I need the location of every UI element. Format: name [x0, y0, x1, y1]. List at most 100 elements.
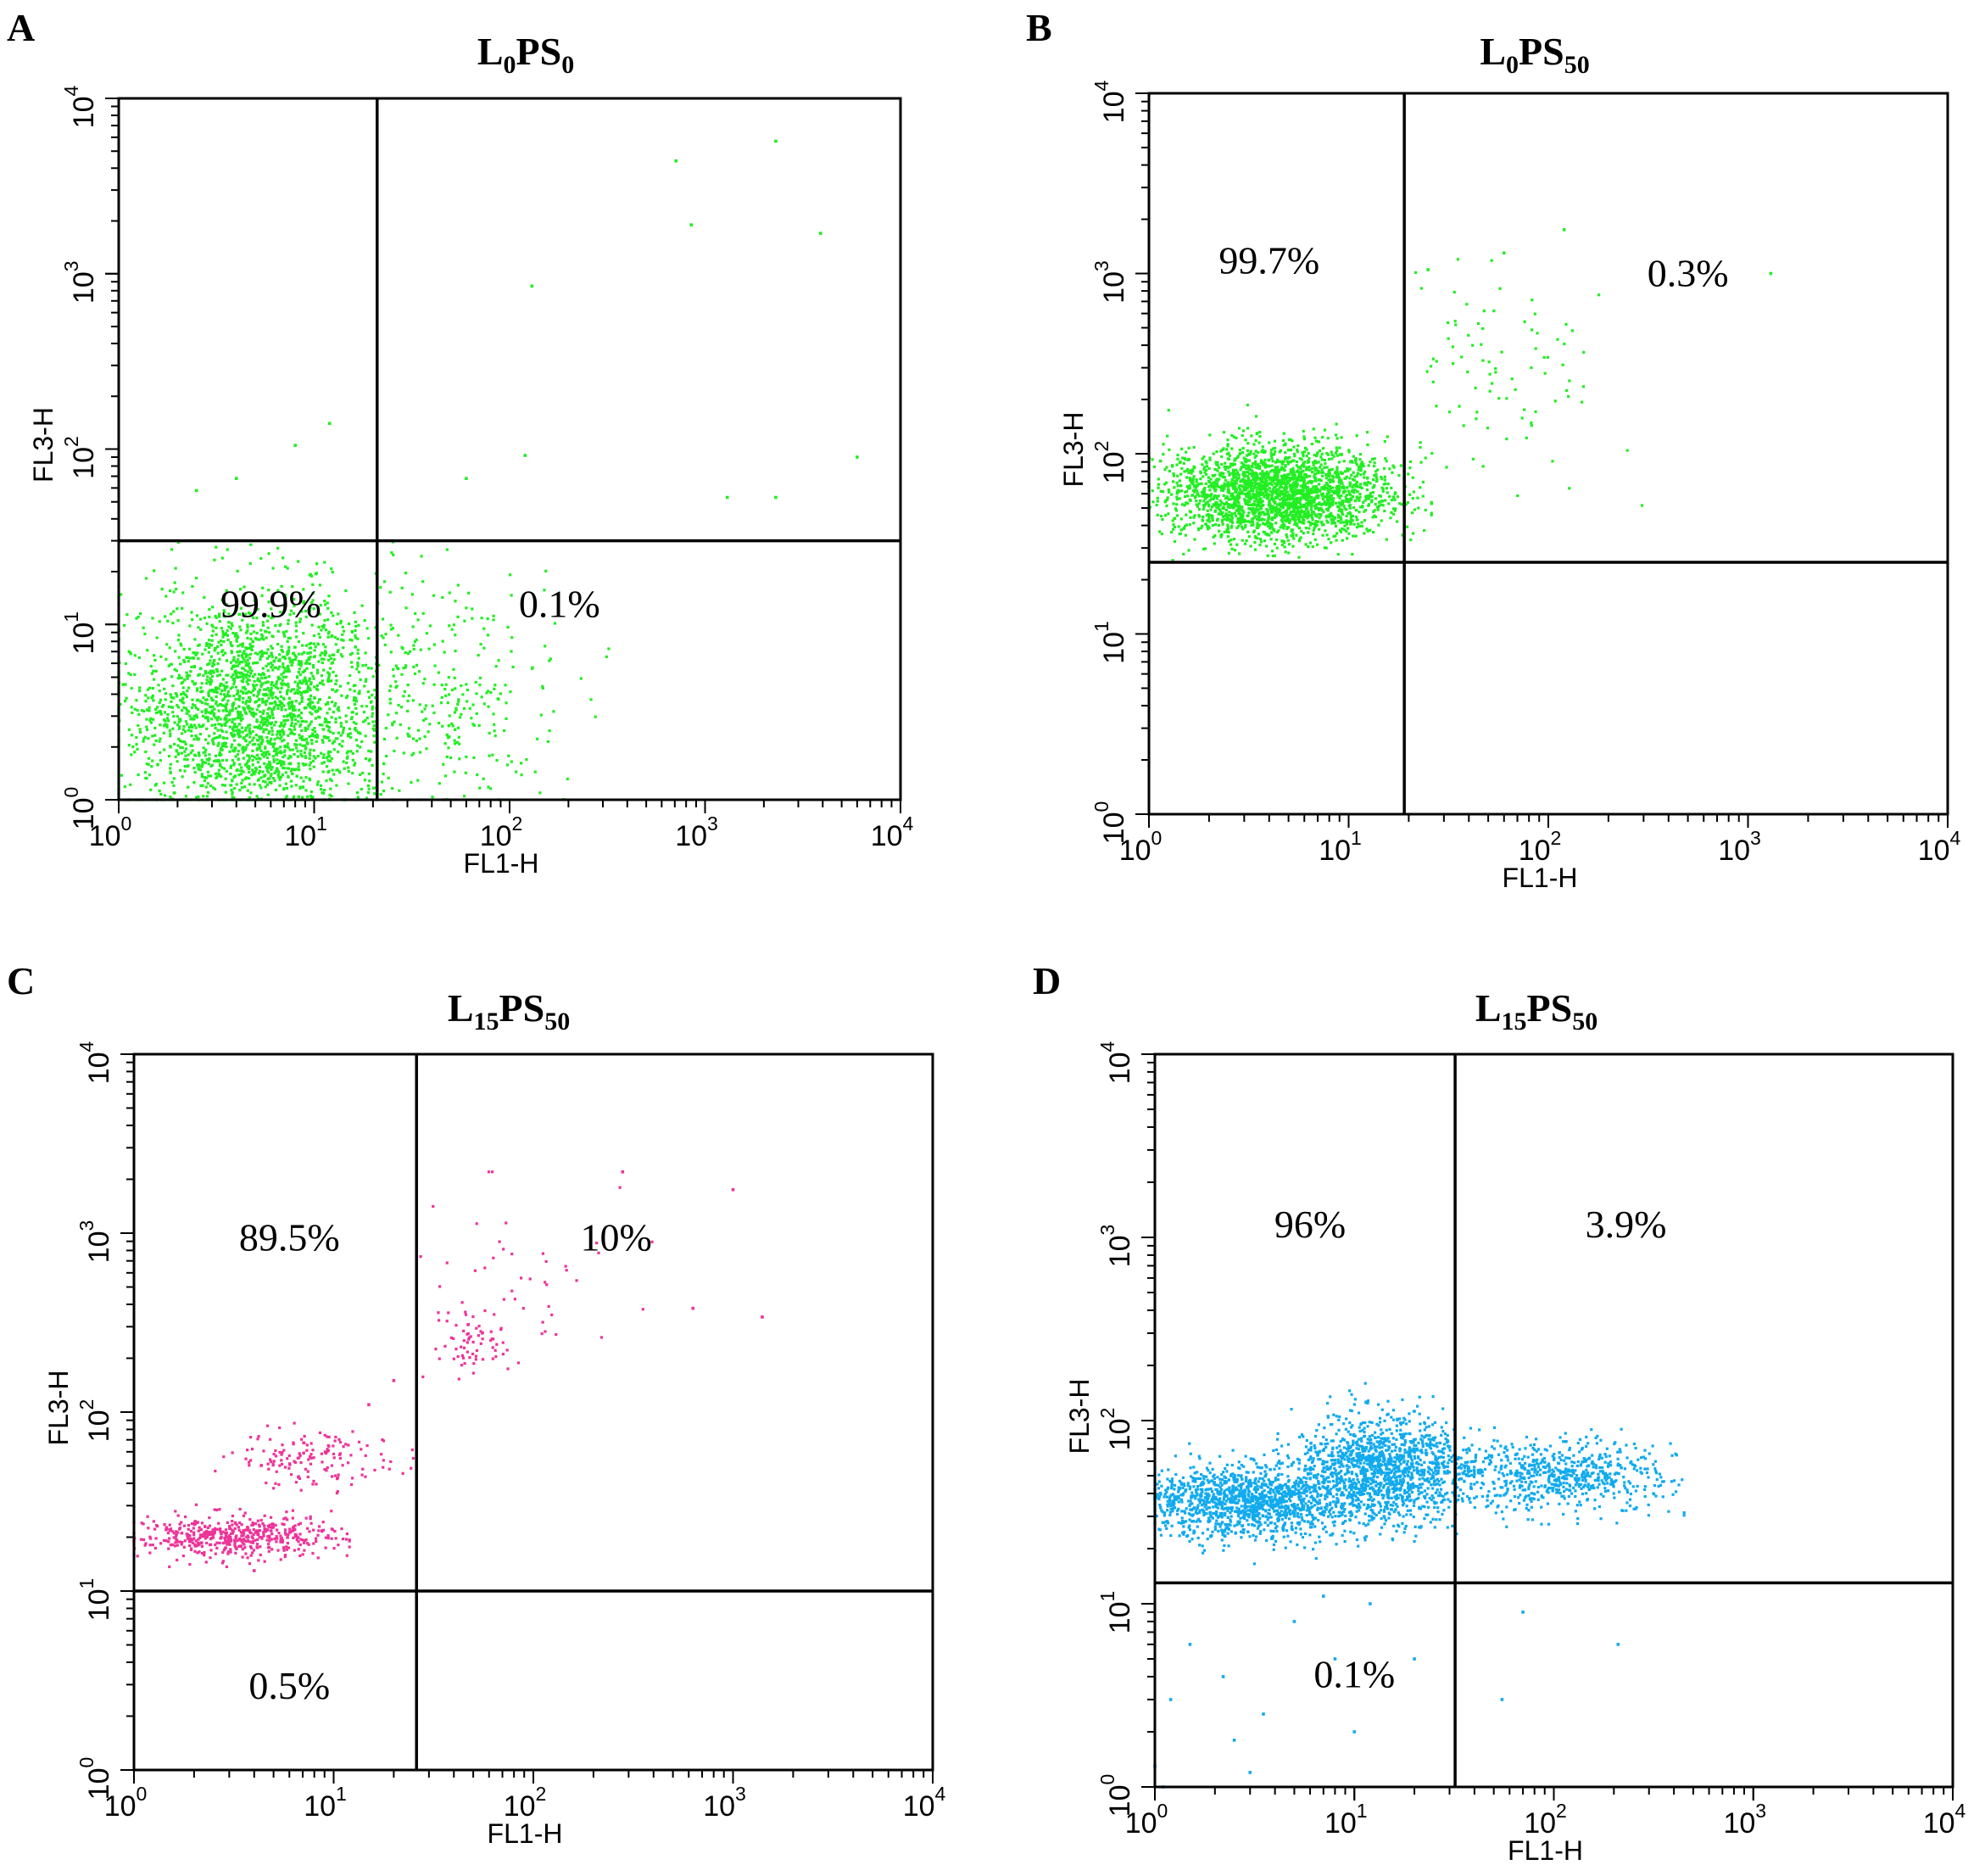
event-point	[1252, 443, 1256, 446]
event-point	[234, 685, 238, 689]
event-point	[309, 655, 312, 659]
event-point	[406, 732, 410, 736]
event-point	[364, 679, 367, 684]
event-point	[1285, 510, 1289, 514]
event-point	[1312, 485, 1315, 489]
event-point	[248, 796, 252, 800]
event-point	[1158, 530, 1162, 533]
event-point	[1280, 519, 1284, 522]
event-point	[231, 720, 234, 724]
event-point	[391, 722, 394, 725]
event-point	[1251, 510, 1254, 514]
event-point	[1202, 505, 1206, 508]
event-point	[1384, 499, 1387, 502]
event-point	[235, 660, 238, 664]
event-point	[424, 704, 428, 707]
event-point	[262, 717, 265, 720]
event-point	[1363, 532, 1366, 535]
event-point	[1220, 462, 1224, 466]
event-point	[238, 789, 242, 792]
event-point	[208, 757, 211, 760]
event-point	[465, 683, 468, 686]
event-point	[1229, 472, 1232, 475]
event-point	[1259, 505, 1263, 509]
event-point	[442, 762, 445, 766]
event-point	[503, 729, 506, 733]
event-point	[399, 723, 402, 726]
event-point	[1291, 505, 1294, 509]
event-point	[278, 784, 282, 787]
event-point	[297, 560, 300, 563]
event-point	[268, 777, 271, 780]
event-point	[510, 650, 513, 653]
event-point	[1311, 522, 1314, 526]
event-point	[235, 638, 238, 641]
event-point	[159, 655, 163, 658]
event-point	[1206, 519, 1209, 522]
event-point	[549, 657, 552, 661]
event-point	[348, 727, 351, 730]
event-point	[1243, 482, 1246, 486]
event-point	[1268, 524, 1272, 528]
event-point	[275, 733, 279, 736]
event-point	[1274, 467, 1279, 471]
event-point	[301, 644, 304, 647]
event-point	[258, 735, 261, 739]
event-point	[129, 783, 132, 786]
event-point	[1274, 501, 1277, 505]
event-point	[262, 751, 265, 754]
event-point	[264, 785, 267, 789]
event-point	[505, 763, 510, 767]
event-point	[318, 716, 321, 719]
event-point	[1200, 482, 1203, 485]
event-point	[1265, 496, 1269, 500]
event-point	[273, 738, 276, 741]
event-point	[1231, 521, 1235, 524]
event-point	[407, 727, 411, 730]
event-point	[265, 756, 270, 760]
event-point	[277, 771, 281, 774]
event-point	[288, 728, 292, 731]
event-point	[1331, 479, 1335, 483]
event-point	[533, 770, 537, 773]
event-point	[261, 667, 265, 670]
event-point	[1302, 511, 1306, 514]
title-c-sub1: 15	[473, 1008, 499, 1036]
event-point	[347, 766, 350, 769]
event-point	[319, 784, 323, 787]
event-point	[1200, 526, 1203, 530]
event-point	[276, 762, 279, 765]
event-point	[249, 645, 253, 649]
event-point	[264, 723, 267, 726]
event-point	[246, 626, 249, 629]
event-point	[242, 757, 245, 760]
event-point	[279, 701, 282, 704]
event-point	[1257, 463, 1260, 466]
event-point	[223, 741, 226, 745]
event-point	[367, 722, 371, 725]
event-point	[1274, 450, 1277, 454]
event-point	[1195, 489, 1199, 493]
event-point	[248, 723, 252, 727]
event-point	[1247, 507, 1251, 511]
event-point	[1226, 489, 1230, 492]
event-point	[342, 726, 346, 729]
event-point	[190, 706, 194, 710]
event-point	[1223, 476, 1227, 479]
event-point	[254, 701, 257, 704]
event-point	[211, 669, 215, 673]
event-point	[319, 654, 322, 657]
event-point	[191, 584, 194, 589]
event-point	[125, 613, 129, 617]
event-point	[1363, 483, 1367, 486]
event-point	[1274, 508, 1277, 511]
event-point	[1252, 486, 1256, 490]
event-point	[252, 694, 255, 697]
event-point	[360, 604, 364, 607]
event-point	[223, 651, 227, 655]
event-point	[371, 675, 375, 678]
event-point	[263, 762, 266, 765]
event-point	[282, 604, 286, 607]
event-point	[286, 767, 289, 770]
event-point	[1246, 459, 1249, 462]
